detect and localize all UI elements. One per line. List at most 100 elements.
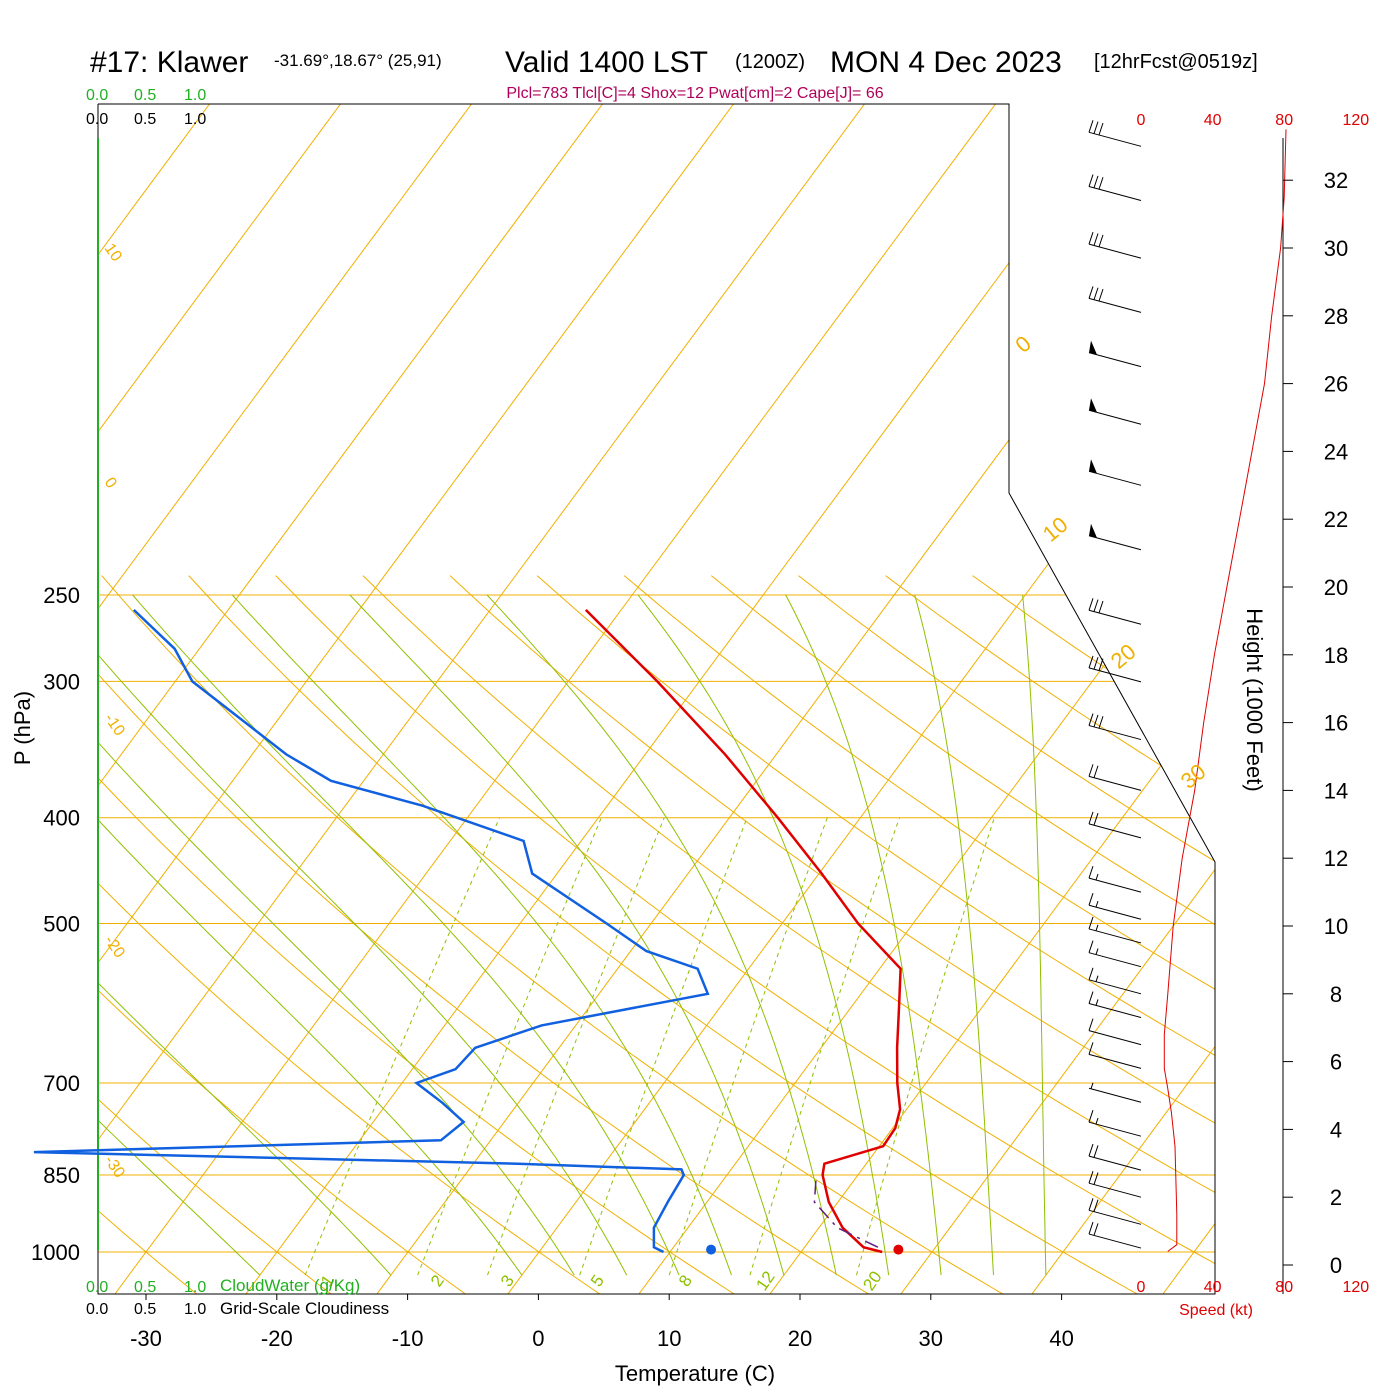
wind-barb-feather <box>1098 288 1104 302</box>
height-tick-label: 22 <box>1324 507 1348 532</box>
wind-barb <box>1088 967 1142 995</box>
x-axis-title: Temperature (C) <box>615 1361 775 1386</box>
height-tick-label: 16 <box>1324 711 1348 736</box>
wind-barb-pennant <box>1089 523 1097 538</box>
wind-barb-feather <box>1088 916 1094 930</box>
wind-barb-staff <box>1088 186 1142 202</box>
speed-tick-top: 0 <box>1137 112 1146 129</box>
dry-adiabat-line <box>536 575 1215 1294</box>
height-tick-label: 6 <box>1330 1050 1342 1075</box>
wind-barb-staff <box>1088 470 1142 486</box>
wind-barb-staff <box>1088 409 1142 425</box>
wind-barb-feather <box>1093 1172 1099 1185</box>
moist-adiabat-label: 10 <box>1038 512 1073 547</box>
mixing-ratio-label: 3 <box>497 1272 518 1291</box>
cloudwater-label: CloudWater (g/Kg) <box>220 1276 360 1295</box>
moist-adiabat-line <box>98 594 628 1276</box>
dry-adiabat-line <box>798 575 1215 1294</box>
wind-barb <box>1088 174 1142 202</box>
forecast-info: [12hrFcst@0519z] <box>1094 51 1258 73</box>
mixing-ratio-line <box>304 817 501 1276</box>
moist-adiabat-line <box>1022 594 1047 1276</box>
wind-barb-pennant <box>1089 398 1097 413</box>
wind-barb-feather <box>1088 286 1094 299</box>
mixing-ratio-label: 20 <box>859 1268 885 1294</box>
cloudwater-tick-bottom: 0.0 <box>86 1279 108 1296</box>
isotherm-line <box>98 104 341 1294</box>
temperature-tick-label: 20 <box>788 1326 812 1351</box>
wind-barb-half-feather <box>1095 1117 1099 1125</box>
y-axis-title: P (hPa) <box>10 691 35 765</box>
dry-adiabat-line <box>98 575 336 1294</box>
dry-adiabat-label: -20 <box>101 933 128 962</box>
wind-barb-feather <box>1088 120 1094 133</box>
wind-barb-feather <box>1098 600 1104 614</box>
wind-barb-staff <box>1088 928 1142 944</box>
wind-barb-staff <box>1088 352 1142 368</box>
cloudiness-tick-bottom: 0.0 <box>86 1301 108 1318</box>
dry-adiabat-label: 10 <box>101 241 125 265</box>
wind-barb-feather <box>1093 813 1099 826</box>
wind-barb-feather <box>1098 234 1104 248</box>
wind-barb <box>1088 232 1142 259</box>
dry-adiabat-line <box>362 575 1215 1294</box>
wind-barb <box>1088 120 1142 147</box>
temperature-tick-label: 40 <box>1049 1326 1073 1351</box>
station-coords: -31.69°,18.67° (25,91) <box>274 51 442 70</box>
valid-time: Valid 1400 LST <box>505 46 708 79</box>
isotherm-line <box>1031 104 1215 1294</box>
wind-barb-half-feather <box>1095 975 1099 982</box>
dry-adiabat-label: -30 <box>101 1153 128 1182</box>
temperature-profile <box>584 609 902 1254</box>
wind-barb <box>1088 811 1142 839</box>
wind-barb-feather <box>1088 865 1094 879</box>
isotherm-line <box>638 104 1215 1294</box>
wind-barb-feather <box>1088 1018 1094 1031</box>
wind-barb <box>1088 940 1142 968</box>
wind-barb-half-feather <box>1095 948 1099 955</box>
wind-barb-staff <box>1088 243 1142 259</box>
temperature-tick-label: -10 <box>392 1326 424 1351</box>
cloudiness-tick-bottom: 1.0 <box>184 1301 206 1318</box>
wind-speed-profile <box>1163 129 1287 1252</box>
wind-barb <box>1088 916 1142 944</box>
wind-barb <box>1088 1082 1142 1103</box>
wind-barb <box>1088 865 1142 893</box>
wind-barb <box>1088 1221 1142 1249</box>
isotherm-line <box>98 104 865 1294</box>
wind-barb-staff <box>1088 1155 1142 1171</box>
wind-barb-staff <box>1088 667 1142 683</box>
pressure-tick-label: 400 <box>43 806 80 831</box>
height-axis-title: Height (1000 Feet) <box>1242 608 1267 791</box>
temperature-tick-label: 10 <box>657 1326 681 1351</box>
moist-adiabat-line <box>486 594 837 1276</box>
height-tick-label: 18 <box>1324 643 1348 668</box>
isotherm-line <box>1294 104 1400 1294</box>
pressure-tick-label: 1000 <box>31 1240 80 1265</box>
wind-barb-staff <box>1088 1209 1142 1225</box>
wind-barb <box>1088 655 1142 683</box>
wind-barb-feather <box>1088 1171 1094 1184</box>
dry-adiabat-line <box>623 575 1215 1294</box>
dry-adiabat-line <box>101 575 1009 1294</box>
wind-barb-staff <box>1088 131 1142 147</box>
wind-barb-staff <box>1088 1182 1142 1198</box>
valid-date: MON 4 Dec 2023 <box>830 46 1062 79</box>
wind-barb-feather <box>1093 1223 1099 1236</box>
wind-barb-feather <box>1098 716 1104 729</box>
wind-barb-feather <box>1088 598 1094 611</box>
wind-barb <box>1088 523 1142 551</box>
isotherm-line <box>376 104 1215 1294</box>
wind-barb-feather <box>1093 121 1099 134</box>
wind-barb-staff <box>1088 823 1142 839</box>
dry-adiabat-line <box>98 575 605 1294</box>
wind-barb-staff <box>1088 1233 1142 1249</box>
isotherm-line <box>769 104 1215 1294</box>
moist-adiabat-line <box>98 594 261 1276</box>
cloudwater-tick-bottom: 1.0 <box>184 1279 206 1296</box>
wind-barb-pennant <box>1089 340 1097 355</box>
wind-barb-feather <box>1088 940 1094 953</box>
temperature-tick-label: 0 <box>532 1326 544 1351</box>
moist-adiabat-line <box>914 594 994 1276</box>
cloudiness-tick-top: 0.5 <box>134 111 156 128</box>
